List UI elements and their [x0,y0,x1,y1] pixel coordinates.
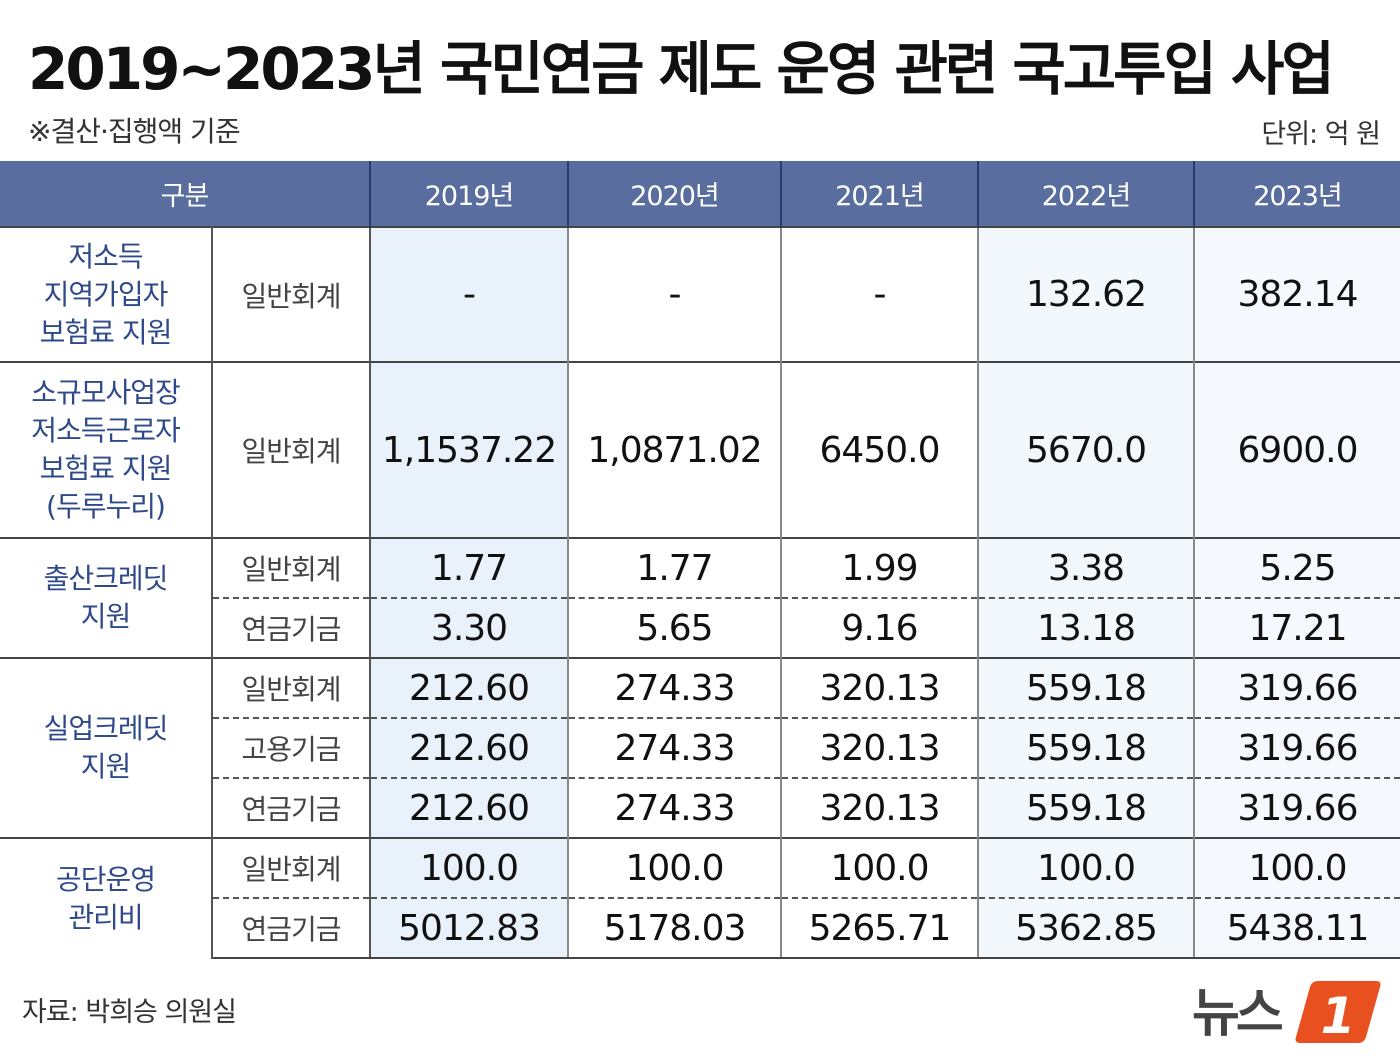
value-cell: - [780,226,978,362]
fund-label: 고용기금 [212,717,371,778]
value-cell: 5.25 [1193,537,1400,598]
header-category: 구분 [0,161,370,227]
value-cell: 382.14 [1193,226,1400,362]
category-label-line: 출산크레딧 [43,562,169,595]
header-year: 2021년 [780,161,978,227]
news1-logo: 뉴스 1 [1192,981,1381,1045]
logo-number: 1 [1321,987,1356,1045]
category-label-line: 저소득 [68,239,143,273]
value-cell: - [369,226,568,362]
header-year: 2023년 [1193,161,1400,227]
category-label-line: 저소득근로자 [31,414,181,447]
value-cell: 5670.0 [977,361,1194,538]
value-cell: 9.16 [780,597,978,658]
unit-label: 단위: 억 원 [1261,119,1381,150]
category-label-line: 관리비 [68,900,143,934]
value-cell: 17.21 [1193,597,1400,658]
value-cell: 5.65 [567,597,781,658]
value-cell: 5362.85 [977,897,1194,959]
table-row: 연금기금 5012.83 5178.03 5265.71 5362.85 5438.11 [0,897,1400,959]
category-label-line: 공단운영 [55,862,156,896]
value-cell: 3.30 [369,597,568,658]
fund-label: 연금기금 [212,597,371,658]
value-cell: 5438.11 [1193,897,1400,959]
value-cell: 274.33 [567,657,781,718]
logo-badge [1295,981,1381,1043]
table-row: 연금기금 212.60 274.33 320.13 559.18 319.66 [0,777,1400,838]
table-body: 저소득 지역가입자 보험료 지원 일반회계 - - -132.62 382.14 소규모사업장 저… [0,226,1400,959]
category-label-line: 실업크레딧 [43,712,169,745]
value-cell: 212.60 [369,777,568,838]
value-cell: 559.18 [977,717,1194,778]
fund-label: 일반회계 [212,361,371,538]
value-cell: 319.66 [1193,777,1400,838]
category-label-line: 지원 [80,600,132,633]
table-row: 출산크레딧 지원 일반회계 1.77 1.77 1.99 3.38 5.25 [0,537,1400,658]
table-row: 고용기금 212.60 274.33 320.13 559.18 319.66 [0,717,1400,778]
value-cell: 5265.71 [780,897,978,959]
value-cell: 100.0 [977,837,1194,898]
value-cell: 100.0 [1193,837,1400,898]
value-cell: 1.77 [567,537,781,598]
value-cell: 3.38 [977,537,1194,598]
value-cell: 5012.83 [369,897,568,959]
value-cell: 6450.0 [780,361,978,538]
category-label-line: 지역가입자 [43,277,169,311]
fund-label: 일반회계 [212,537,371,598]
value-cell: 100.0 [567,837,781,898]
value-cell: 319.66 [1193,657,1400,718]
value-cell: 274.33 [567,777,781,838]
value-cell: 1.99 [780,537,978,598]
value-cell: - [567,226,781,362]
value-cell: 559.18 [977,777,1194,838]
table-row: 저소득 지역가입자 보험료 지원 일반회계 - - -132.62 382.14 [0,226,1400,362]
category-label-line: 소규모사업장 [31,376,181,409]
header-year: 2022년 [977,161,1194,227]
value-cell: 6900.0 [1193,361,1400,538]
source-note: 자료: 박희승 의원실 [22,997,237,1028]
category-label-line: (두루누리) [46,490,166,523]
value-cell: 212.60 [369,657,568,718]
fund-label: 일반회계 [212,837,371,898]
chart-title: 2019~2023년 국민연금 제도 운영 관련 국고투입 사업 [28,35,1335,103]
value-cell: 1.77 [369,537,568,598]
value-cell: 319.66 [1193,717,1400,778]
value-cell: 320.13 [780,777,978,838]
table-header-row: 구분 2019년 2020년 2021년 2022년 2023년 [0,161,1400,227]
header-year: 2019년 [369,161,568,227]
basis-note: ※결산·집행액 기준 [28,115,241,148]
value-cell: 132.62 [977,226,1194,362]
logo-text: 뉴스 [1192,984,1283,1044]
table-row: 공단운영 관리비 일반회계 100.0 100.0 100.0 100.0 100.0 [0,837,1400,958]
value-cell: 13.18 [977,597,1194,658]
table-row: 연금기금 3.30 5.65 9.16 13.18 17.21 [0,597,1400,658]
value-cell: 100.0 [780,837,978,898]
value-cell: 100.0 [369,837,568,898]
value-cell: 5178.03 [567,897,781,959]
fund-label: 일반회계 [212,226,371,362]
value-cell: 274.33 [567,717,781,778]
fund-label: 연금기금 [212,897,371,959]
value-cell: 320.13 [780,717,978,778]
value-cell: 559.18 [977,657,1194,718]
header-year: 2020년 [567,161,781,227]
category-label-line: 지원 [80,750,132,783]
category-label-line: 보험료 지원 [39,315,173,349]
category-label-line: 보험료 지원 [39,452,173,485]
fund-label: 일반회계 [212,657,371,718]
value-cell: 212.60 [369,717,568,778]
value-cell: 1,1537.22 [369,361,568,538]
value-cell: 1,0871.02 [567,361,781,538]
fund-label: 연금기금 [212,777,371,838]
table-row: 실업크레딧 지원 일반회계 212.60 274.33 320.13 559.18 319.6… [0,657,1400,838]
value-cell: 320.13 [780,657,978,718]
